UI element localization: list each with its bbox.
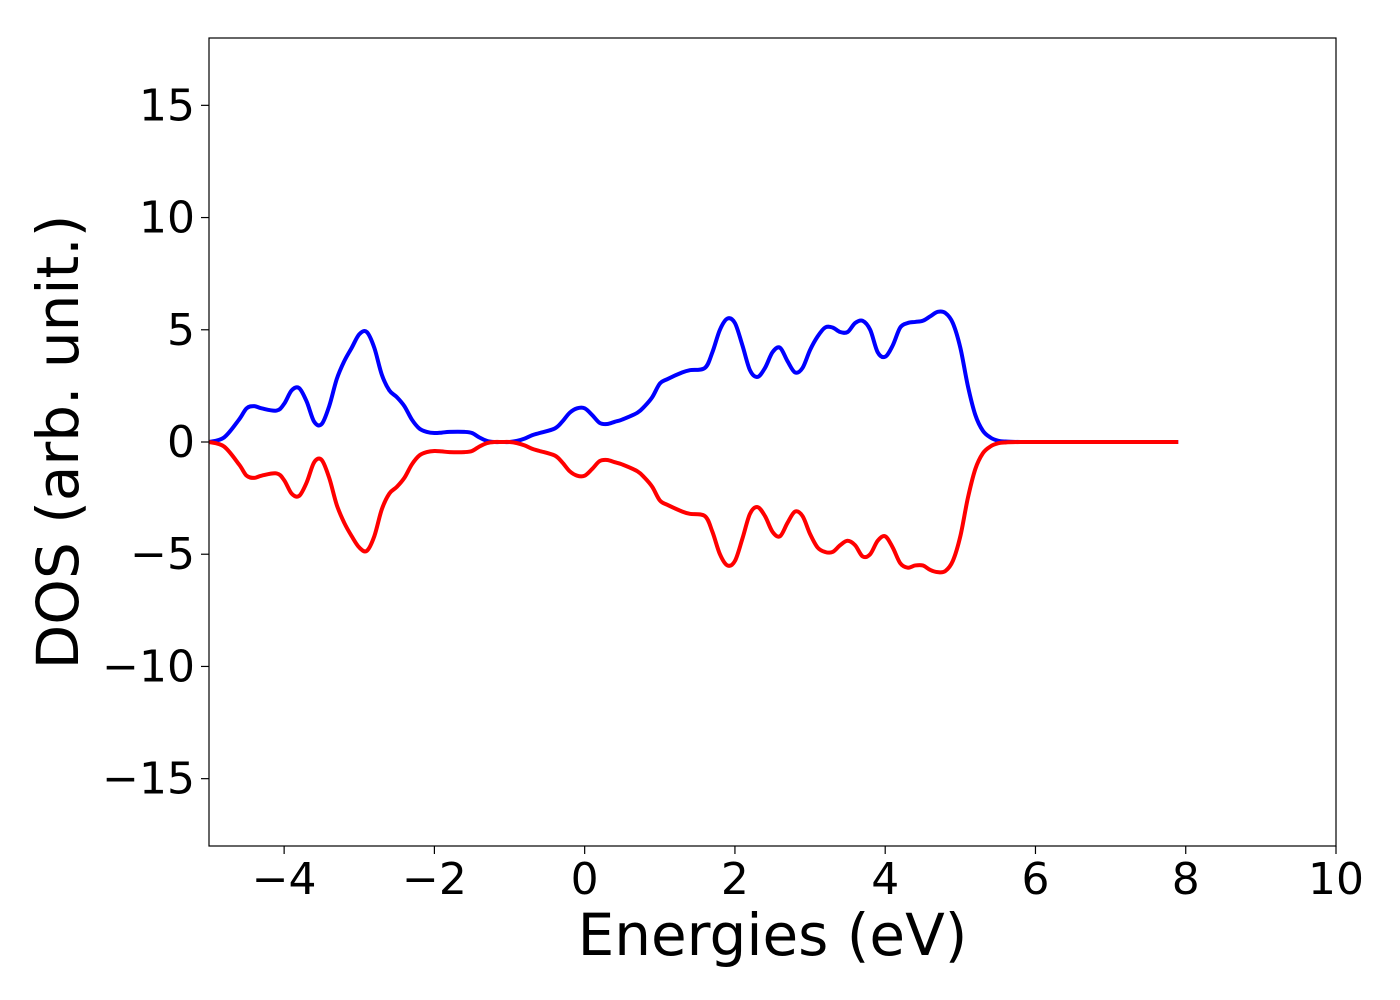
x-tick-label: −4 [252, 854, 317, 905]
y-tick-label: −10 [102, 641, 195, 692]
y-tick-label: 10 [139, 193, 195, 244]
y-tick-label: −15 [102, 754, 195, 805]
plot-area [209, 309, 1179, 575]
x-tick-label: 0 [571, 854, 599, 905]
x-axis-ticks: −4 −2 0 2 4 6 8 10 [252, 846, 1364, 905]
series-line-2 [209, 439, 1179, 575]
x-tick-label: 8 [1172, 854, 1200, 905]
y-tick-label: 15 [139, 80, 195, 131]
y-axis-label: DOS (arb. unit.) [24, 215, 92, 670]
x-tick-label: 2 [721, 854, 749, 905]
axes-frame [208, 37, 1337, 847]
x-tick-label: 10 [1308, 854, 1364, 905]
x-tick-label: 4 [871, 854, 899, 905]
y-tick-label: 5 [167, 305, 195, 356]
x-tick-label: 6 [1021, 854, 1049, 905]
y-axis-ticks: −15 −10 −5 0 5 10 15 [102, 80, 209, 805]
y-tick-label: 0 [167, 417, 195, 468]
x-tick-label: −2 [402, 854, 467, 905]
y-tick-label: −5 [130, 529, 195, 580]
x-axis-label: Energies (eV) [578, 901, 968, 969]
series-line-1 [209, 309, 1179, 445]
